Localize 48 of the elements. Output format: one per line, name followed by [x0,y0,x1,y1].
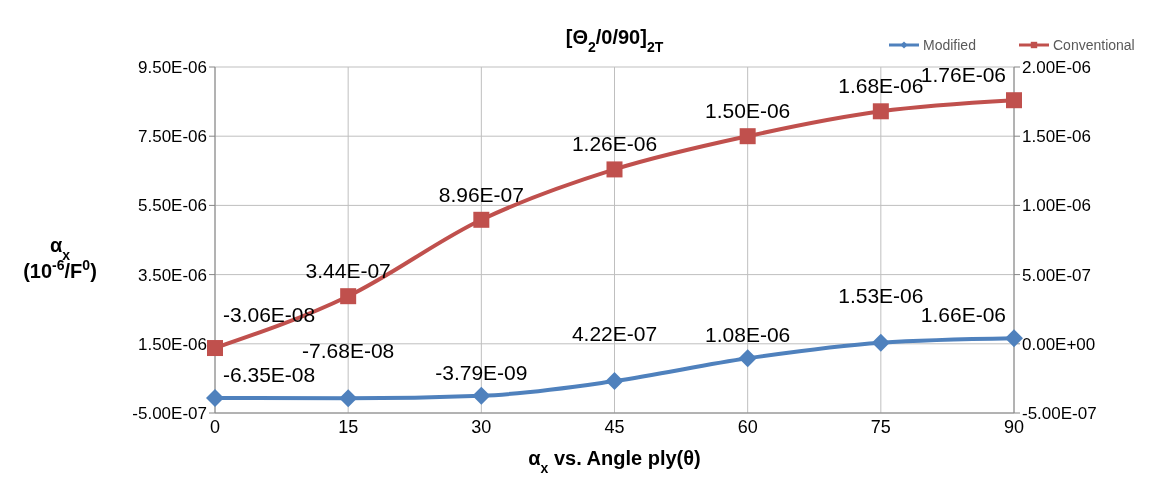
y-tick-label: 3.50E-06 [138,265,207,285]
point [207,340,223,357]
point [339,389,358,408]
x-tick-label: 0 [209,417,221,437]
y-tick-label: 7.50E-06 [138,127,207,147]
data-label: 1.26E-06 [571,132,658,156]
y-tick-label: 1.50E-06 [138,334,207,354]
point [606,161,623,178]
data-label: 1.50E-06 [705,99,791,123]
data-label: -3.79E-09 [435,360,528,384]
y2-tick-label: 0.00E+00 [1022,334,1096,354]
point [739,128,756,145]
y2-tick-label: 5.00E-07 [1022,265,1091,285]
data-label: -6.35E-08 [223,362,316,386]
x-tick-label: 60 [737,417,758,437]
chart-title: [Θ$_{2}$/0/90]$_{2T}$ [565,26,664,55]
x-axis-title: α$_{x}$ vs. Angle ply(θ) [528,447,701,476]
data-label: 3.44E-07 [305,259,391,283]
y-tick-label: 9.50E-06 [138,58,207,77]
x-tick-label: 30 [471,417,492,437]
y2-tick-label: 2.00E-06 [1022,58,1091,77]
y-tick-label: 5.50E-06 [138,196,207,216]
x-tick-label: 75 [870,417,891,437]
point [340,288,357,305]
y-tick-label: -5.00E-07 [132,404,207,423]
y-axis-title: α$_{x}$ (10$^{-6}$/F$^{0}$) [23,234,97,282]
x-tick-label: 90 [1003,417,1025,437]
point [1005,329,1023,348]
y2-tick-label: -5.00E-07 [1022,404,1097,423]
y2-tick-label: 1.00E-06 [1022,196,1091,216]
data-label: -7.68E-08 [302,339,395,363]
data-label: 8.96E-07 [438,182,524,206]
x-tick-label: 45 [604,417,625,437]
point [871,333,890,352]
x-tick-label: 15 [338,417,359,437]
point [472,386,491,405]
point [473,211,490,228]
data-label: 1.68E-06 [838,74,924,98]
point [738,349,757,368]
y2-tick-label: 1.50E-06 [1022,127,1091,147]
legend-label: Modified [923,37,976,53]
point [206,388,224,407]
data-label: 1.08E-06 [705,323,791,347]
point [872,103,889,120]
legend-label: Conventional [1053,37,1135,53]
point [1006,92,1022,109]
point [605,372,624,391]
data-label: 4.22E-07 [571,322,658,346]
